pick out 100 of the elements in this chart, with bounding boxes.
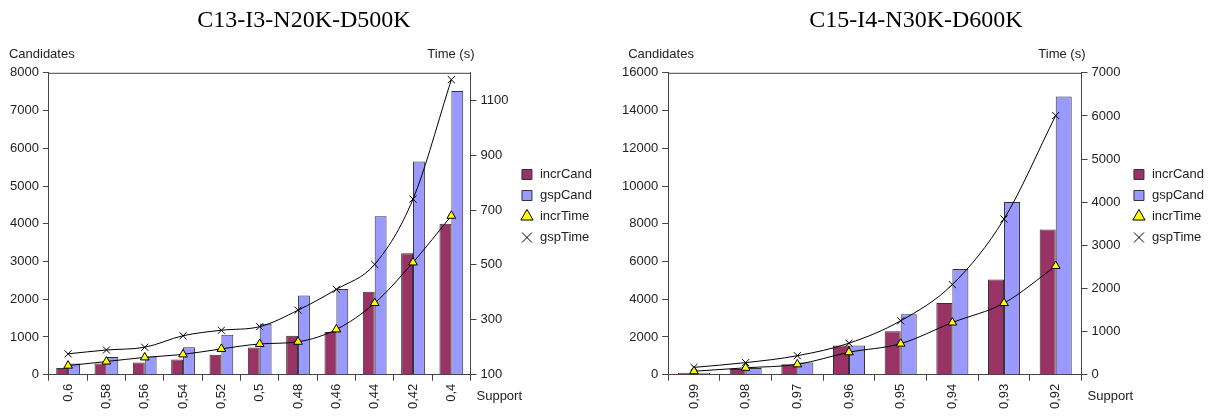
point [369,297,380,307]
y2-tick-label: 6000 [1091,107,1121,123]
point [947,317,958,326]
legend-label: gspTime [539,229,590,245]
x-axis-title: Support [1087,388,1134,404]
y2-tick-label: 700 [480,201,503,217]
y-tick-label: 12000 [621,139,659,155]
point [64,349,73,358]
point [254,338,265,347]
x-tick-label: 0,44 [366,383,382,410]
y-axis-title: Candidates [628,45,695,61]
point [895,338,906,347]
point [294,306,303,315]
y2-tick-label: 1100 [480,91,509,107]
y2-tick-label: 1000 [1091,323,1121,339]
y2-tick-label: 100 [480,366,503,382]
y2-tick-label: 900 [480,146,503,162]
point [408,256,418,266]
y-tick-label: 4000 [10,215,39,231]
y-tick-label: 8000 [10,64,39,80]
x-tick-label: 0,98 [737,383,753,410]
y-tick-label: 6000 [10,139,39,155]
point [179,331,188,340]
point [63,360,73,369]
legend-label: incrCand [1151,166,1204,182]
x-tick-label: 0,54 [174,383,190,410]
y-tick-label: 0 [31,366,39,382]
point [896,316,905,325]
legend-label: gspCand [539,187,593,203]
point [1051,111,1060,120]
point [793,351,802,360]
point [792,358,803,368]
legend-label: incrCand [539,166,592,182]
point [408,195,418,204]
y-tick-label: 1000 [10,328,39,344]
x-tick-label: 0,95 [892,383,908,410]
point [844,339,854,348]
x-tick-label: 0,58 [97,383,113,410]
y-tick-label: 4000 [629,290,659,306]
y-tick-label: 6000 [629,253,659,269]
point [140,343,149,352]
point [446,210,457,219]
y-tick-label: 16000 [621,64,659,80]
x-tick-label: 0,94 [943,383,959,410]
chart-title: C13-I3-N20K-D500K [197,5,412,32]
y2-tick-label: 500 [480,256,503,272]
point [255,322,264,331]
chart-title: C15-I4-N30K-D600K [809,5,1024,32]
legend-label: incrTime [539,208,590,224]
x-axis-title: Support [476,388,523,404]
point [217,326,226,335]
y2-tick-label: 5000 [1091,150,1121,166]
x-tick-label: 0,93 [995,383,1011,410]
point [999,297,1009,307]
point [948,280,957,289]
y-tick-label: 10000 [621,177,659,193]
y-tick-label: 14000 [621,102,659,118]
y2-axis-title: Time (s) [1038,45,1086,61]
x-tick-label: 0,6 [59,383,75,402]
point [447,75,456,84]
legend-label: gspCand [1151,187,1205,203]
x-tick-label: 0,48 [289,383,305,410]
point [216,343,227,352]
x-tick-label: 0,5 [251,383,267,402]
y2-tick-label: 0 [1091,366,1099,382]
y-axis-title: Candidates [8,45,76,61]
y-tick-label: 3000 [10,253,39,269]
point [139,351,150,361]
y-tick-label: 7000 [10,102,39,118]
x-tick-label: 0,99 [685,383,701,410]
y2-tick-label: 7000 [1091,64,1121,80]
point [102,345,111,355]
y2-tick-label: 3000 [1091,236,1121,252]
point [370,260,379,269]
x-tick-label: 0,52 [212,383,228,410]
point [740,362,751,371]
x-tick-label: 0,92 [1047,383,1063,410]
x-tick-label: 0,96 [840,383,856,410]
legend-label: incrTime [1151,208,1202,224]
x-tick-label: 0,56 [136,383,152,410]
y2-tick-label: 300 [480,311,503,327]
x-tick-label: 0,42 [404,383,420,410]
x-tick-label: 0,46 [327,383,343,410]
point [1050,260,1061,270]
y-tick-label: 5000 [10,177,39,193]
x-tick-label: 0,4 [442,383,458,402]
y-tick-label: 8000 [629,215,659,231]
point [741,358,750,367]
y-tick-label: 2000 [629,328,659,344]
y2-axis-title: Time (s) [427,45,475,61]
y2-tick-label: 4000 [1091,193,1121,209]
point [844,346,854,356]
y-tick-label: 0 [650,366,659,382]
point [1000,214,1009,224]
y2-tick-label: 2000 [1091,280,1121,296]
point [178,348,188,358]
x-tick-label: 0,97 [788,383,804,410]
point [332,285,341,294]
legend-label: gspTime [1151,229,1202,245]
point [293,336,303,345]
